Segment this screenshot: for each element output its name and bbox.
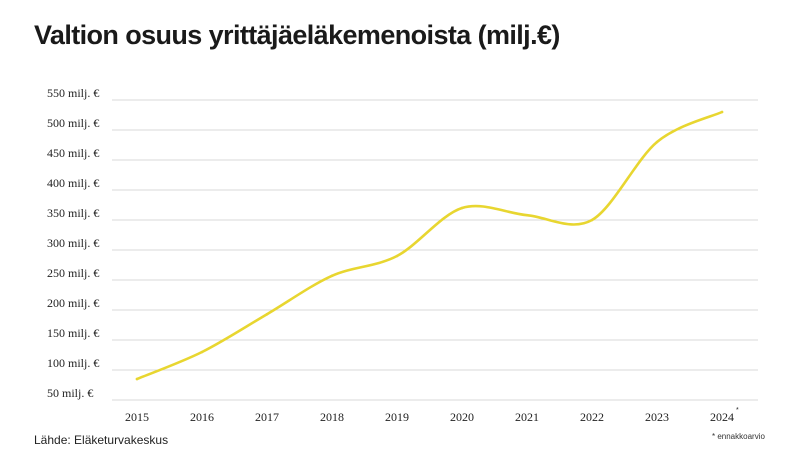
data-point	[200, 350, 204, 354]
series-line	[135, 110, 724, 381]
y-tick-label: 550 milj. €	[47, 86, 99, 100]
x-tick-label: 2020	[450, 410, 474, 424]
estimate-marker: *	[736, 407, 739, 414]
x-tick-label: 2022	[580, 410, 604, 424]
x-tick-label: 2016	[190, 410, 214, 424]
y-tick-label: 300 milj. €	[47, 236, 99, 250]
y-tick-label: 150 milj. €	[47, 326, 99, 340]
data-point	[525, 213, 529, 217]
chart-title: Valtion osuus yrittäjäeläkemenoista (mil…	[34, 20, 560, 50]
y-tick-label: 350 milj. €	[47, 206, 99, 220]
x-tick-label: 2018	[320, 410, 344, 424]
y-tick-label: 200 milj. €	[47, 296, 99, 310]
y-tick-label: 400 milj. €	[47, 176, 99, 190]
y-tick-label: 50 milj. €	[47, 386, 93, 400]
series-layer	[135, 110, 724, 381]
x-tick-label: 2015	[125, 410, 149, 424]
data-point	[265, 312, 269, 316]
y-tick-label: 450 milj. €	[47, 146, 99, 160]
gridlines	[112, 99, 758, 401]
y-axis-ticks: 50 milj. € 100 milj. € 150 milj. € 200 milj…	[47, 86, 99, 400]
data-point	[590, 218, 594, 222]
data-point	[720, 110, 724, 114]
y-tick-label: 250 milj. €	[47, 266, 99, 280]
x-tick-label: 2023	[645, 410, 669, 424]
y-tick-label: 500 milj. €	[47, 116, 99, 130]
x-tick-label: 2017	[255, 410, 279, 424]
data-point	[460, 206, 464, 210]
x-tick-label: 2019	[385, 410, 409, 424]
data-point	[330, 274, 334, 278]
source-label: Lähde: Eläketurvakeskus	[34, 433, 169, 447]
x-axis-ticks: 2015 2016 2017 2018 2019 2020 2021 2022 2023 2024…	[125, 407, 739, 424]
data-point	[135, 377, 139, 381]
x-tick-label: 2024	[710, 410, 734, 424]
x-tick-label: 2021	[515, 410, 539, 424]
footnote: * ennakkoarvio	[712, 432, 765, 441]
data-point	[395, 254, 399, 258]
data-point	[655, 140, 659, 144]
y-tick-label: 100 milj. €	[47, 356, 99, 370]
